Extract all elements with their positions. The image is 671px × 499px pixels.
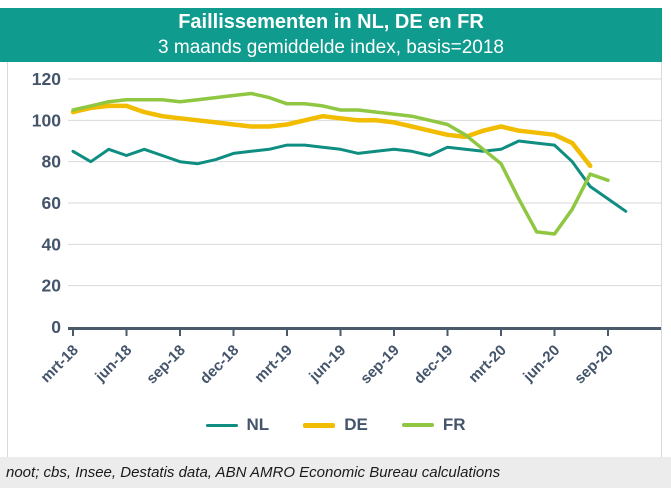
series-line-fr [71,91,610,236]
series-line-de [70,103,593,169]
source-note: noot; cbs, Insee, Destatis data, ABN AMR… [0,457,671,488]
x-tick-label: mrt-18 [37,342,81,386]
y-tick-label: 20 [42,276,62,296]
y-tick-label: 80 [42,152,62,172]
chart-subtitle: 3 maands gemiddelde index, basis=2018 [158,37,504,58]
de-line-swatch [303,422,336,428]
chart-title: Faillissementen in NL, DE en FR [178,11,484,33]
legend-label-fr: FR [442,415,466,434]
y-tick-label: 0 [51,317,61,337]
nl-line-swatch [205,423,238,427]
legend-item-nl: NL [205,415,270,435]
y-tick-label: 120 [32,69,61,89]
legend-label-nl: NL [246,415,270,434]
series-line-nl [71,139,628,213]
legend-item-de: DE [303,415,368,435]
y-tick-label: 100 [32,110,61,130]
legend-label-de: DE [344,415,368,434]
y-tick-label: 60 [42,193,62,213]
x-tick-label: mrt-19 [251,342,295,386]
x-tick-label: jun-19 [305,342,349,386]
x-tick-label: dec-19 [411,342,457,388]
fr-line-swatch [401,423,434,427]
y-tick-label: 40 [42,234,62,254]
chart-body: mrt-18 jun-18 sep-18 dec-18 mrt-19 jun-19 sep-… [0,62,671,457]
x-tick-label: jun-18 [91,342,135,386]
line-chart: mrt-18 jun-18 sep-18 dec-18 mrt-19 jun-19 sep-… [7,62,662,457]
x-tick-label: sep-20 [571,342,617,388]
x-tick-label: sep-18 [143,342,189,388]
x-tick-label: jun-20 [519,342,563,386]
chart-legend: NL DE FR [0,412,671,438]
legend-item-fr: FR [401,415,466,435]
chart-header: Faillissementen in NL, DE en FR 3 maands… [0,8,662,62]
x-tick-label: dec-18 [197,342,243,388]
x-tick-label: sep-19 [357,342,403,388]
x-tick-label: mrt-20 [465,342,509,386]
